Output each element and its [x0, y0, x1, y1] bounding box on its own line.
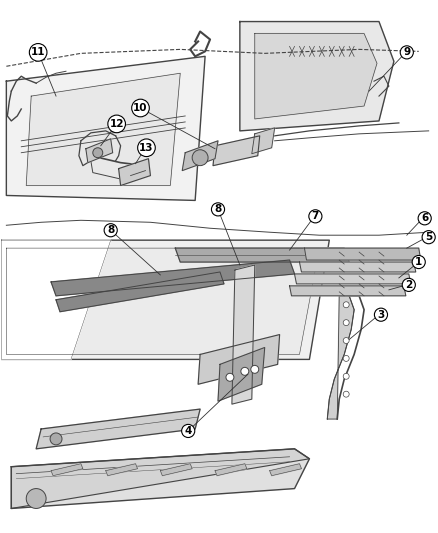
- Circle shape: [26, 489, 46, 508]
- Polygon shape: [270, 464, 301, 475]
- Text: 4: 4: [184, 426, 192, 436]
- Circle shape: [192, 150, 208, 166]
- Polygon shape: [160, 464, 192, 475]
- Polygon shape: [240, 21, 394, 131]
- Circle shape: [343, 373, 349, 379]
- Circle shape: [343, 391, 349, 397]
- Polygon shape: [294, 274, 411, 284]
- Circle shape: [343, 320, 349, 326]
- Polygon shape: [255, 34, 377, 119]
- Polygon shape: [290, 286, 406, 296]
- Circle shape: [343, 337, 349, 343]
- Circle shape: [343, 302, 349, 308]
- Text: 11: 11: [31, 47, 46, 58]
- Polygon shape: [7, 56, 205, 200]
- Text: 12: 12: [110, 119, 124, 129]
- Polygon shape: [182, 141, 218, 171]
- Polygon shape: [1, 240, 329, 359]
- Polygon shape: [56, 272, 224, 312]
- Polygon shape: [252, 128, 275, 154]
- Text: 3: 3: [378, 310, 385, 320]
- Text: 13: 13: [139, 143, 154, 153]
- Polygon shape: [7, 248, 319, 354]
- Polygon shape: [175, 248, 349, 262]
- Text: 9: 9: [403, 47, 410, 58]
- Polygon shape: [51, 464, 83, 475]
- Polygon shape: [119, 159, 150, 185]
- Circle shape: [251, 365, 259, 373]
- Polygon shape: [11, 449, 309, 508]
- Text: 1: 1: [415, 257, 422, 267]
- Polygon shape: [11, 449, 309, 508]
- Polygon shape: [51, 260, 294, 296]
- Circle shape: [93, 148, 103, 158]
- Polygon shape: [26, 73, 180, 185]
- Circle shape: [343, 356, 349, 361]
- Text: 7: 7: [312, 211, 319, 221]
- Text: 8: 8: [214, 204, 222, 214]
- Circle shape: [226, 373, 234, 381]
- Text: 6: 6: [421, 213, 428, 223]
- Text: 10: 10: [133, 103, 148, 113]
- Circle shape: [241, 367, 249, 375]
- Polygon shape: [327, 296, 354, 419]
- Polygon shape: [198, 335, 279, 384]
- Polygon shape: [218, 348, 265, 401]
- Polygon shape: [36, 409, 200, 449]
- Polygon shape: [232, 265, 255, 404]
- Polygon shape: [1, 240, 111, 359]
- Polygon shape: [304, 248, 421, 260]
- Circle shape: [50, 433, 62, 445]
- Polygon shape: [86, 139, 113, 163]
- Text: 2: 2: [405, 280, 413, 290]
- Polygon shape: [300, 262, 416, 272]
- Text: 8: 8: [107, 225, 114, 235]
- Polygon shape: [106, 464, 138, 475]
- Polygon shape: [215, 464, 247, 475]
- Text: 5: 5: [425, 232, 432, 242]
- Polygon shape: [213, 136, 260, 166]
